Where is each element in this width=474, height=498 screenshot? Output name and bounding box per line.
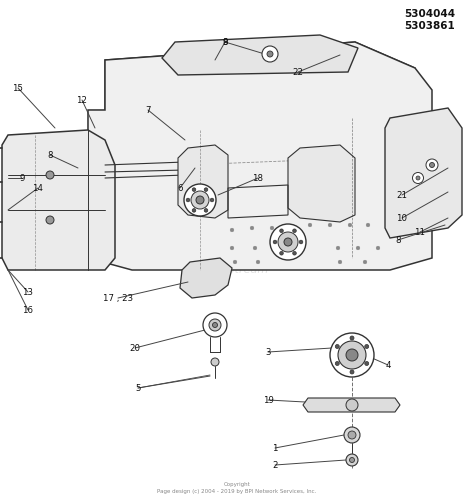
Text: 4: 4: [385, 361, 391, 370]
Text: 20: 20: [129, 344, 140, 353]
Circle shape: [346, 399, 358, 411]
Text: 14: 14: [33, 183, 44, 193]
Polygon shape: [385, 108, 462, 238]
Text: 9: 9: [222, 37, 228, 46]
Text: 2: 2: [272, 461, 278, 470]
Circle shape: [363, 260, 367, 264]
Circle shape: [349, 458, 355, 463]
Circle shape: [250, 226, 254, 230]
Circle shape: [365, 345, 369, 349]
Circle shape: [356, 246, 360, 250]
Circle shape: [233, 260, 237, 264]
Text: 5303861: 5303861: [404, 21, 455, 31]
Text: 1: 1: [272, 444, 278, 453]
Text: 3: 3: [265, 348, 271, 357]
Circle shape: [365, 362, 369, 366]
Circle shape: [267, 51, 273, 57]
Circle shape: [429, 162, 435, 167]
Circle shape: [412, 172, 423, 183]
Circle shape: [328, 223, 332, 227]
Text: 5: 5: [135, 383, 141, 392]
Polygon shape: [162, 35, 358, 75]
Text: 18: 18: [253, 173, 264, 182]
Circle shape: [46, 171, 54, 179]
Circle shape: [192, 209, 196, 212]
Circle shape: [203, 313, 227, 337]
Circle shape: [348, 223, 352, 227]
Circle shape: [344, 427, 360, 443]
Circle shape: [350, 336, 354, 340]
Circle shape: [338, 341, 366, 369]
Circle shape: [230, 246, 234, 250]
Text: 16: 16: [22, 305, 34, 315]
Circle shape: [210, 198, 214, 202]
Text: 17 , 23: 17 , 23: [103, 293, 133, 302]
Circle shape: [280, 251, 283, 255]
Text: 12: 12: [76, 96, 88, 105]
Text: 10: 10: [396, 214, 408, 223]
Circle shape: [346, 454, 358, 466]
Circle shape: [350, 370, 354, 374]
Circle shape: [278, 232, 298, 252]
Polygon shape: [88, 42, 432, 270]
Circle shape: [338, 260, 342, 264]
Circle shape: [299, 240, 303, 244]
Text: 19: 19: [263, 395, 273, 404]
Text: 7: 7: [145, 106, 151, 115]
Circle shape: [280, 229, 283, 233]
Circle shape: [348, 431, 356, 439]
Circle shape: [293, 251, 296, 255]
Text: 13: 13: [22, 287, 34, 296]
Circle shape: [253, 246, 257, 250]
Text: 8: 8: [222, 37, 228, 46]
Polygon shape: [2, 130, 115, 270]
Circle shape: [335, 362, 339, 366]
Circle shape: [416, 176, 420, 180]
Text: 15: 15: [12, 84, 24, 93]
Text: 6: 6: [177, 183, 183, 193]
Circle shape: [273, 240, 277, 244]
Circle shape: [366, 223, 370, 227]
Text: Copyright
Page design (c) 2004 - 2019 by BPI Network Services, Inc.: Copyright Page design (c) 2004 - 2019 by…: [157, 482, 317, 494]
Circle shape: [204, 209, 208, 212]
Text: 5304044: 5304044: [404, 9, 455, 19]
Circle shape: [191, 191, 209, 209]
Circle shape: [293, 229, 296, 233]
Text: 11: 11: [414, 228, 426, 237]
Circle shape: [270, 224, 306, 260]
Circle shape: [196, 196, 204, 204]
Circle shape: [330, 333, 374, 377]
Text: BIPartStream™: BIPartStream™: [194, 265, 280, 275]
Circle shape: [192, 188, 196, 191]
Circle shape: [336, 246, 340, 250]
Polygon shape: [88, 110, 105, 258]
Circle shape: [184, 184, 216, 216]
Polygon shape: [178, 145, 228, 218]
Circle shape: [204, 188, 208, 191]
Text: 8: 8: [395, 236, 401, 245]
Circle shape: [346, 349, 358, 361]
Circle shape: [211, 358, 219, 366]
Text: 22: 22: [292, 68, 303, 77]
Text: 21: 21: [396, 191, 408, 200]
Circle shape: [230, 228, 234, 232]
Text: 8: 8: [47, 150, 53, 159]
Circle shape: [376, 246, 380, 250]
Polygon shape: [288, 145, 355, 222]
Polygon shape: [180, 258, 232, 298]
Circle shape: [308, 223, 312, 227]
Circle shape: [284, 238, 292, 246]
Circle shape: [270, 226, 274, 230]
Circle shape: [262, 46, 278, 62]
Circle shape: [186, 198, 190, 202]
Circle shape: [426, 159, 438, 171]
Text: 9: 9: [19, 173, 25, 182]
Polygon shape: [303, 398, 400, 412]
Circle shape: [209, 319, 221, 331]
Polygon shape: [105, 42, 415, 110]
Circle shape: [335, 345, 339, 349]
Circle shape: [212, 323, 218, 328]
Circle shape: [256, 260, 260, 264]
Circle shape: [46, 216, 54, 224]
